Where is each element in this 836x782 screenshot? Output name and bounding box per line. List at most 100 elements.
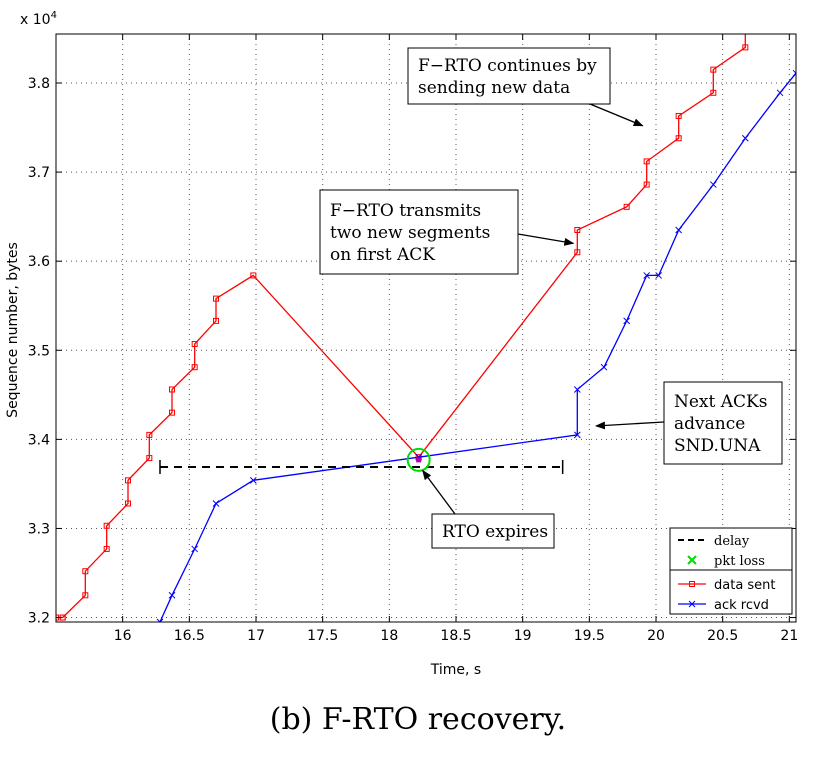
data-point <box>573 386 581 393</box>
data-point <box>710 66 717 73</box>
data-point <box>125 500 131 507</box>
data-point <box>156 618 164 622</box>
annotation-box <box>407 47 611 105</box>
data-point <box>710 89 717 96</box>
data-point <box>776 89 784 97</box>
x-tick-label: 16.5 <box>174 628 205 644</box>
legend-swatch-marker <box>688 600 696 608</box>
annotation-text-line: F−RTO transmits <box>330 201 481 221</box>
annotation-text-line: sending new data <box>418 78 570 98</box>
annotation-text-line: two new segments <box>330 223 490 243</box>
y-axis-label: Sequence number, bytes <box>5 242 21 418</box>
data-point <box>574 249 581 256</box>
data-point <box>792 69 796 77</box>
annotation-arrow <box>422 469 456 515</box>
axes-layer: 16 16.5 17 17.5 18 18.5 19 19.5 20 20.5 21 3.2 3.3 3.… <box>28 33 798 644</box>
data-point <box>103 522 110 529</box>
annotation-text-line: SND.UNA <box>674 436 761 456</box>
x-tick-label: 18 <box>380 628 398 644</box>
data-point <box>212 500 220 507</box>
y-multiplier-label: x 104 <box>20 10 57 28</box>
annotation-text-line: advance <box>674 414 745 434</box>
x-tick-label: 19 <box>514 628 532 644</box>
data-point <box>741 134 749 142</box>
annotation-text-line: RTO expires <box>442 522 548 542</box>
data-point <box>675 226 683 234</box>
legend-entry-delay: delay <box>678 534 750 549</box>
x-axis-label: Time, s <box>430 662 481 678</box>
x-tick-label: 16 <box>114 628 132 644</box>
annotation-text-line: on first ACK <box>330 245 435 265</box>
data-point <box>191 341 198 348</box>
series-layer <box>56 27 796 622</box>
plot-area <box>56 27 796 622</box>
annotation-box <box>663 381 783 465</box>
x-tick-label: 21 <box>780 628 798 644</box>
annotation-box <box>431 513 555 549</box>
x-tick-label: 19.5 <box>574 628 605 644</box>
data-point <box>623 203 630 210</box>
x-tick-label: 18.5 <box>440 628 471 644</box>
y-tick-label: 3.5 <box>28 343 50 359</box>
data-point <box>82 592 89 599</box>
data-point <box>168 591 176 599</box>
legend-label: data sent <box>714 578 776 593</box>
data-point <box>169 386 175 393</box>
y-tick-label: 3.6 <box>28 254 50 270</box>
y-tick-label: 3.7 <box>28 165 50 181</box>
data-point <box>709 181 717 188</box>
y-tick-label: 3.3 <box>28 521 50 537</box>
series-line <box>56 34 746 619</box>
legend: delay pkt loss data sent ack rcvd <box>669 527 793 615</box>
data-point <box>250 272 257 279</box>
legend-swatch <box>687 555 697 565</box>
x-tick-label: 17 <box>247 628 265 644</box>
data-point <box>574 227 581 233</box>
x-tick-label: 17.5 <box>307 628 338 644</box>
annotation-text-line: F−RTO continues by <box>418 56 597 76</box>
legend-entry-pkt-loss: pkt loss <box>687 554 765 569</box>
chart: 16 16.5 17 17.5 18 18.5 19 19.5 20 20.5 21 3.2 3.3 3.… <box>5 10 798 678</box>
annotation-rto-expires: RTO expires <box>422 469 555 549</box>
data-point <box>675 112 682 119</box>
legend-entry-data-sent: data sent <box>678 578 776 593</box>
annotation-text-line: Next ACKs <box>674 392 767 412</box>
data-point <box>82 568 89 575</box>
annotation-arrow <box>517 233 575 246</box>
data-point <box>169 409 175 416</box>
legend-label: ack rcvd <box>714 598 769 613</box>
legend-swatch-marker <box>689 581 695 587</box>
data-point <box>643 158 650 165</box>
annotation-box <box>319 189 519 275</box>
data-point <box>146 431 153 438</box>
data-point <box>125 477 131 484</box>
legend-entry-ack-rcvd: ack rcvd <box>678 598 769 613</box>
y-tick-label: 3.4 <box>28 432 50 448</box>
x-tick-label: 20 <box>647 628 665 644</box>
legend-box <box>669 527 793 615</box>
data-point <box>213 317 219 324</box>
data-point <box>573 431 581 439</box>
data-point <box>249 476 257 484</box>
data-point <box>655 272 663 279</box>
data-point <box>600 363 608 371</box>
data-point <box>146 455 153 462</box>
annotation-arrow <box>589 103 644 127</box>
data-point <box>643 272 651 279</box>
annotation-arrow <box>595 421 665 430</box>
x-tick-label: 20.5 <box>707 628 738 644</box>
pkt-loss-point <box>416 457 422 463</box>
y-tick-label: 3.2 <box>28 611 50 627</box>
data-point <box>643 181 650 188</box>
plot-frame <box>55 33 797 623</box>
y-tick-label: 3.8 <box>28 76 50 92</box>
data-point <box>213 295 219 302</box>
data-point <box>623 317 631 325</box>
data-point <box>743 27 748 32</box>
pkt-loss-marker <box>406 447 431 472</box>
data-point <box>675 135 682 142</box>
